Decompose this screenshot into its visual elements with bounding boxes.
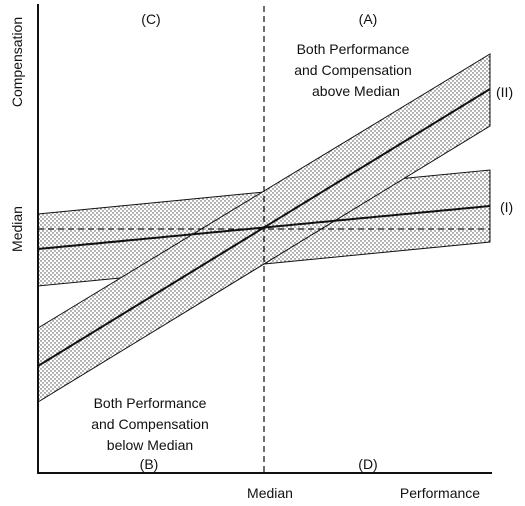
quadrant-d-label: (D) [358,456,377,472]
y-axis-median-label: Median [9,206,25,252]
x-axis-median-label: Median [247,485,293,501]
quadrant-b-label: (B) [140,456,159,472]
band-ii-label: (II) [496,84,513,100]
above-median-line-1: Both Performance [297,41,410,57]
band-i-label: (I) [500,199,513,215]
y-axis-label: Compensation [9,17,25,107]
below-median-line-3: below Median [107,437,193,453]
x-axis-label: Performance [400,485,480,501]
above-median-line-3: above Median [312,83,400,99]
below-median-line-2: and Compensation [91,416,209,432]
below-median-line-1: Both Performance [94,395,207,411]
quadrant-c-label: (C) [141,11,160,27]
quadrant-a-label: (A) [359,11,378,27]
above-median-line-2: and Compensation [294,62,412,78]
